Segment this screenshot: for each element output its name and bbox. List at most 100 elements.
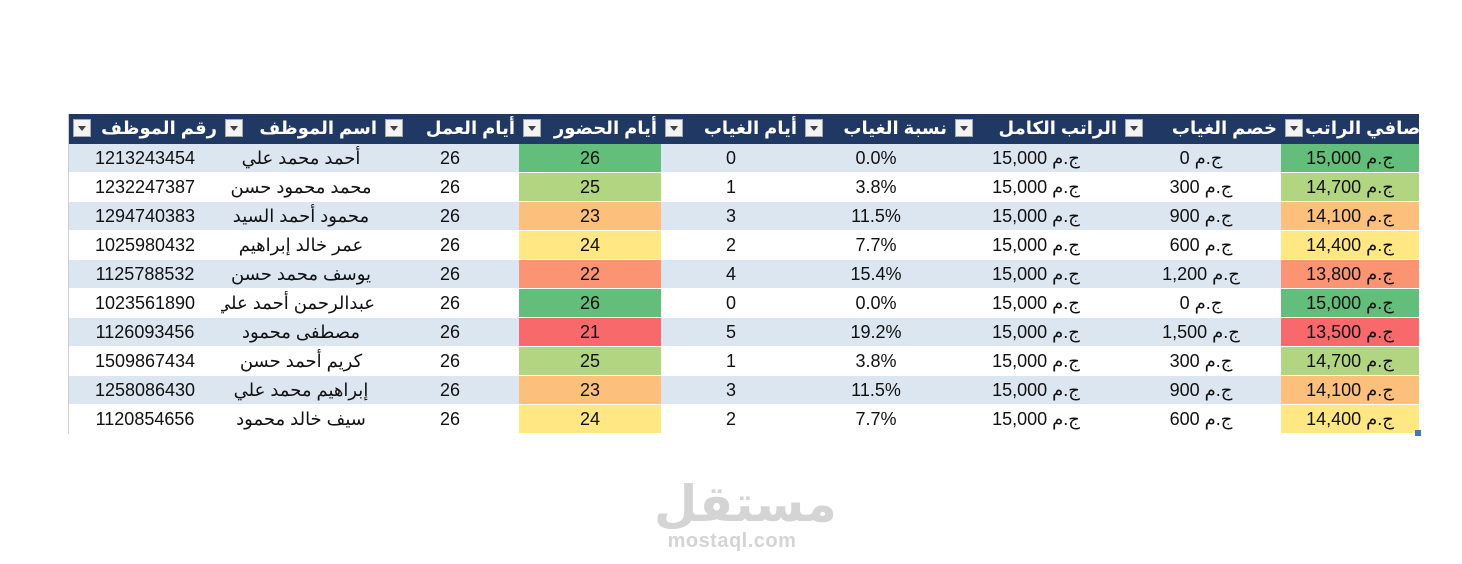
cell-absence-days[interactable]: 2 <box>661 404 801 434</box>
cell-absence-deduction[interactable]: ج.م 300 <box>1121 172 1281 202</box>
cell-employee-name[interactable]: يوسف محمد حسن <box>221 259 381 289</box>
cell-employee-id[interactable]: 1232247387 <box>69 172 221 202</box>
cell-net-salary[interactable]: ج.م 14,100 <box>1281 201 1419 231</box>
cell-full-salary[interactable]: ج.م 15,000 <box>951 375 1121 405</box>
cell-absence-deduction[interactable]: ج.م 300 <box>1121 346 1281 376</box>
filter-dropdown-icon[interactable] <box>523 119 541 137</box>
cell-work-days[interactable]: 26 <box>381 172 519 202</box>
cell-absence-rate[interactable]: 3.8% <box>801 346 951 376</box>
cell-employee-id[interactable]: 1294740383 <box>69 201 221 231</box>
cell-attendance-days[interactable]: 26 <box>519 144 661 173</box>
filter-dropdown-icon[interactable] <box>1125 119 1143 137</box>
filter-dropdown-icon[interactable] <box>955 119 973 137</box>
cell-absence-rate[interactable]: 3.8% <box>801 172 951 202</box>
cell-attendance-days[interactable]: 23 <box>519 375 661 405</box>
cell-work-days[interactable]: 26 <box>381 259 519 289</box>
cell-absence-rate[interactable]: 7.7% <box>801 404 951 434</box>
cell-attendance-days[interactable]: 25 <box>519 346 661 376</box>
cell-attendance-days[interactable]: 23 <box>519 201 661 231</box>
cell-absence-deduction[interactable]: ج.م 1,200 <box>1121 259 1281 289</box>
cell-work-days[interactable]: 26 <box>381 375 519 405</box>
filter-dropdown-icon[interactable] <box>385 119 403 137</box>
cell-work-days[interactable]: 26 <box>381 346 519 376</box>
cell-work-days[interactable]: 26 <box>381 288 519 318</box>
cell-employee-id[interactable]: 1025980432 <box>69 230 221 260</box>
cell-attendance-days[interactable]: 22 <box>519 259 661 289</box>
cell-full-salary[interactable]: ج.م 15,000 <box>951 201 1121 231</box>
cell-employee-id[interactable]: 1258086430 <box>69 375 221 405</box>
cell-full-salary[interactable]: ج.م 15,000 <box>951 288 1121 318</box>
cell-employee-id[interactable]: 1126093456 <box>69 317 221 347</box>
cell-employee-id[interactable]: 1509867434 <box>69 346 221 376</box>
cell-net-salary[interactable]: ج.م 13,800 <box>1281 259 1419 289</box>
cell-absence-deduction[interactable]: ج.م 0 <box>1121 144 1281 173</box>
cell-absence-days[interactable]: 1 <box>661 346 801 376</box>
cell-full-salary[interactable]: ج.م 15,000 <box>951 317 1121 347</box>
cell-net-salary[interactable]: ج.م 14,100 <box>1281 375 1419 405</box>
cell-full-salary[interactable]: ج.م 15,000 <box>951 172 1121 202</box>
cell-absence-rate[interactable]: 11.5% <box>801 201 951 231</box>
cell-absence-days[interactable]: 0 <box>661 144 801 173</box>
cell-employee-id[interactable]: 1023561890 <box>69 288 221 318</box>
cell-net-salary[interactable]: ج.م 14,400 <box>1281 230 1419 260</box>
cell-employee-id[interactable]: 1120854656 <box>69 404 221 434</box>
cell-full-salary[interactable]: ج.م 15,000 <box>951 346 1121 376</box>
cell-work-days[interactable]: 26 <box>381 317 519 347</box>
cell-absence-rate[interactable]: 19.2% <box>801 317 951 347</box>
cell-employee-name[interactable]: محمد محمود حسن <box>221 172 381 202</box>
cell-absence-days[interactable]: 3 <box>661 375 801 405</box>
cell-absence-days[interactable]: 4 <box>661 259 801 289</box>
filter-dropdown-icon[interactable] <box>1285 119 1303 137</box>
cell-absence-rate[interactable]: 7.7% <box>801 230 951 260</box>
cell-work-days[interactable]: 26 <box>381 201 519 231</box>
cell-net-salary[interactable]: ج.م 14,700 <box>1281 346 1419 376</box>
cell-absence-days[interactable]: 2 <box>661 230 801 260</box>
cell-full-salary[interactable]: ج.م 15,000 <box>951 404 1121 434</box>
filter-dropdown-icon[interactable] <box>665 119 683 137</box>
cell-work-days[interactable]: 26 <box>381 230 519 260</box>
cell-absence-rate[interactable]: 15.4% <box>801 259 951 289</box>
table-resize-handle[interactable] <box>1415 430 1421 436</box>
cell-absence-rate[interactable]: 11.5% <box>801 375 951 405</box>
cell-employee-name[interactable]: عمر خالد إبراهيم <box>221 230 381 260</box>
cell-net-salary[interactable]: ج.م 14,700 <box>1281 172 1419 202</box>
cell-attendance-days[interactable]: 24 <box>519 230 661 260</box>
cell-absence-rate[interactable]: 0.0% <box>801 144 951 173</box>
cell-absence-deduction[interactable]: ج.م 1,500 <box>1121 317 1281 347</box>
cell-employee-name[interactable]: مصطفى محمود <box>221 317 381 347</box>
cell-net-salary[interactable]: ج.م 15,000 <box>1281 288 1419 318</box>
filter-dropdown-icon[interactable] <box>805 119 823 137</box>
cell-attendance-days[interactable]: 24 <box>519 404 661 434</box>
cell-full-salary[interactable]: ج.م 15,000 <box>951 144 1121 173</box>
cell-absence-deduction[interactable]: ج.م 900 <box>1121 201 1281 231</box>
cell-employee-name[interactable]: عبدالرحمن أحمد علي <box>221 288 381 318</box>
cell-work-days[interactable]: 26 <box>381 144 519 173</box>
cell-absence-days[interactable]: 1 <box>661 172 801 202</box>
cell-attendance-days[interactable]: 26 <box>519 288 661 318</box>
cell-absence-days[interactable]: 0 <box>661 288 801 318</box>
cell-net-salary[interactable]: ج.م 14,400 <box>1281 404 1419 434</box>
cell-absence-deduction[interactable]: ج.م 900 <box>1121 375 1281 405</box>
cell-employee-name[interactable]: كريم أحمد حسن <box>221 346 381 376</box>
cell-net-salary[interactable]: ج.م 15,000 <box>1281 144 1419 173</box>
cell-full-salary[interactable]: ج.م 15,000 <box>951 259 1121 289</box>
cell-employee-name[interactable]: محمود أحمد السيد <box>221 201 381 231</box>
filter-dropdown-icon[interactable] <box>73 119 91 137</box>
cell-attendance-days[interactable]: 21 <box>519 317 661 347</box>
cell-net-salary[interactable]: ج.م 13,500 <box>1281 317 1419 347</box>
cell-absence-days[interactable]: 3 <box>661 201 801 231</box>
cell-employee-name[interactable]: إبراهيم محمد علي <box>221 375 381 405</box>
cell-absence-deduction[interactable]: ج.م 600 <box>1121 230 1281 260</box>
cell-work-days[interactable]: 26 <box>381 404 519 434</box>
cell-absence-rate[interactable]: 0.0% <box>801 288 951 318</box>
cell-full-salary[interactable]: ج.م 15,000 <box>951 230 1121 260</box>
cell-absence-deduction[interactable]: ج.م 600 <box>1121 404 1281 434</box>
cell-attendance-days[interactable]: 25 <box>519 172 661 202</box>
cell-absence-deduction[interactable]: ج.م 0 <box>1121 288 1281 318</box>
cell-employee-name[interactable]: أحمد محمد علي <box>221 144 381 173</box>
filter-dropdown-icon[interactable] <box>225 119 243 137</box>
cell-absence-days[interactable]: 5 <box>661 317 801 347</box>
cell-employee-id[interactable]: 1125788532 <box>69 259 221 289</box>
cell-employee-name[interactable]: سيف خالد محمود <box>221 404 381 434</box>
cell-employee-id[interactable]: 1213243454 <box>69 144 221 173</box>
